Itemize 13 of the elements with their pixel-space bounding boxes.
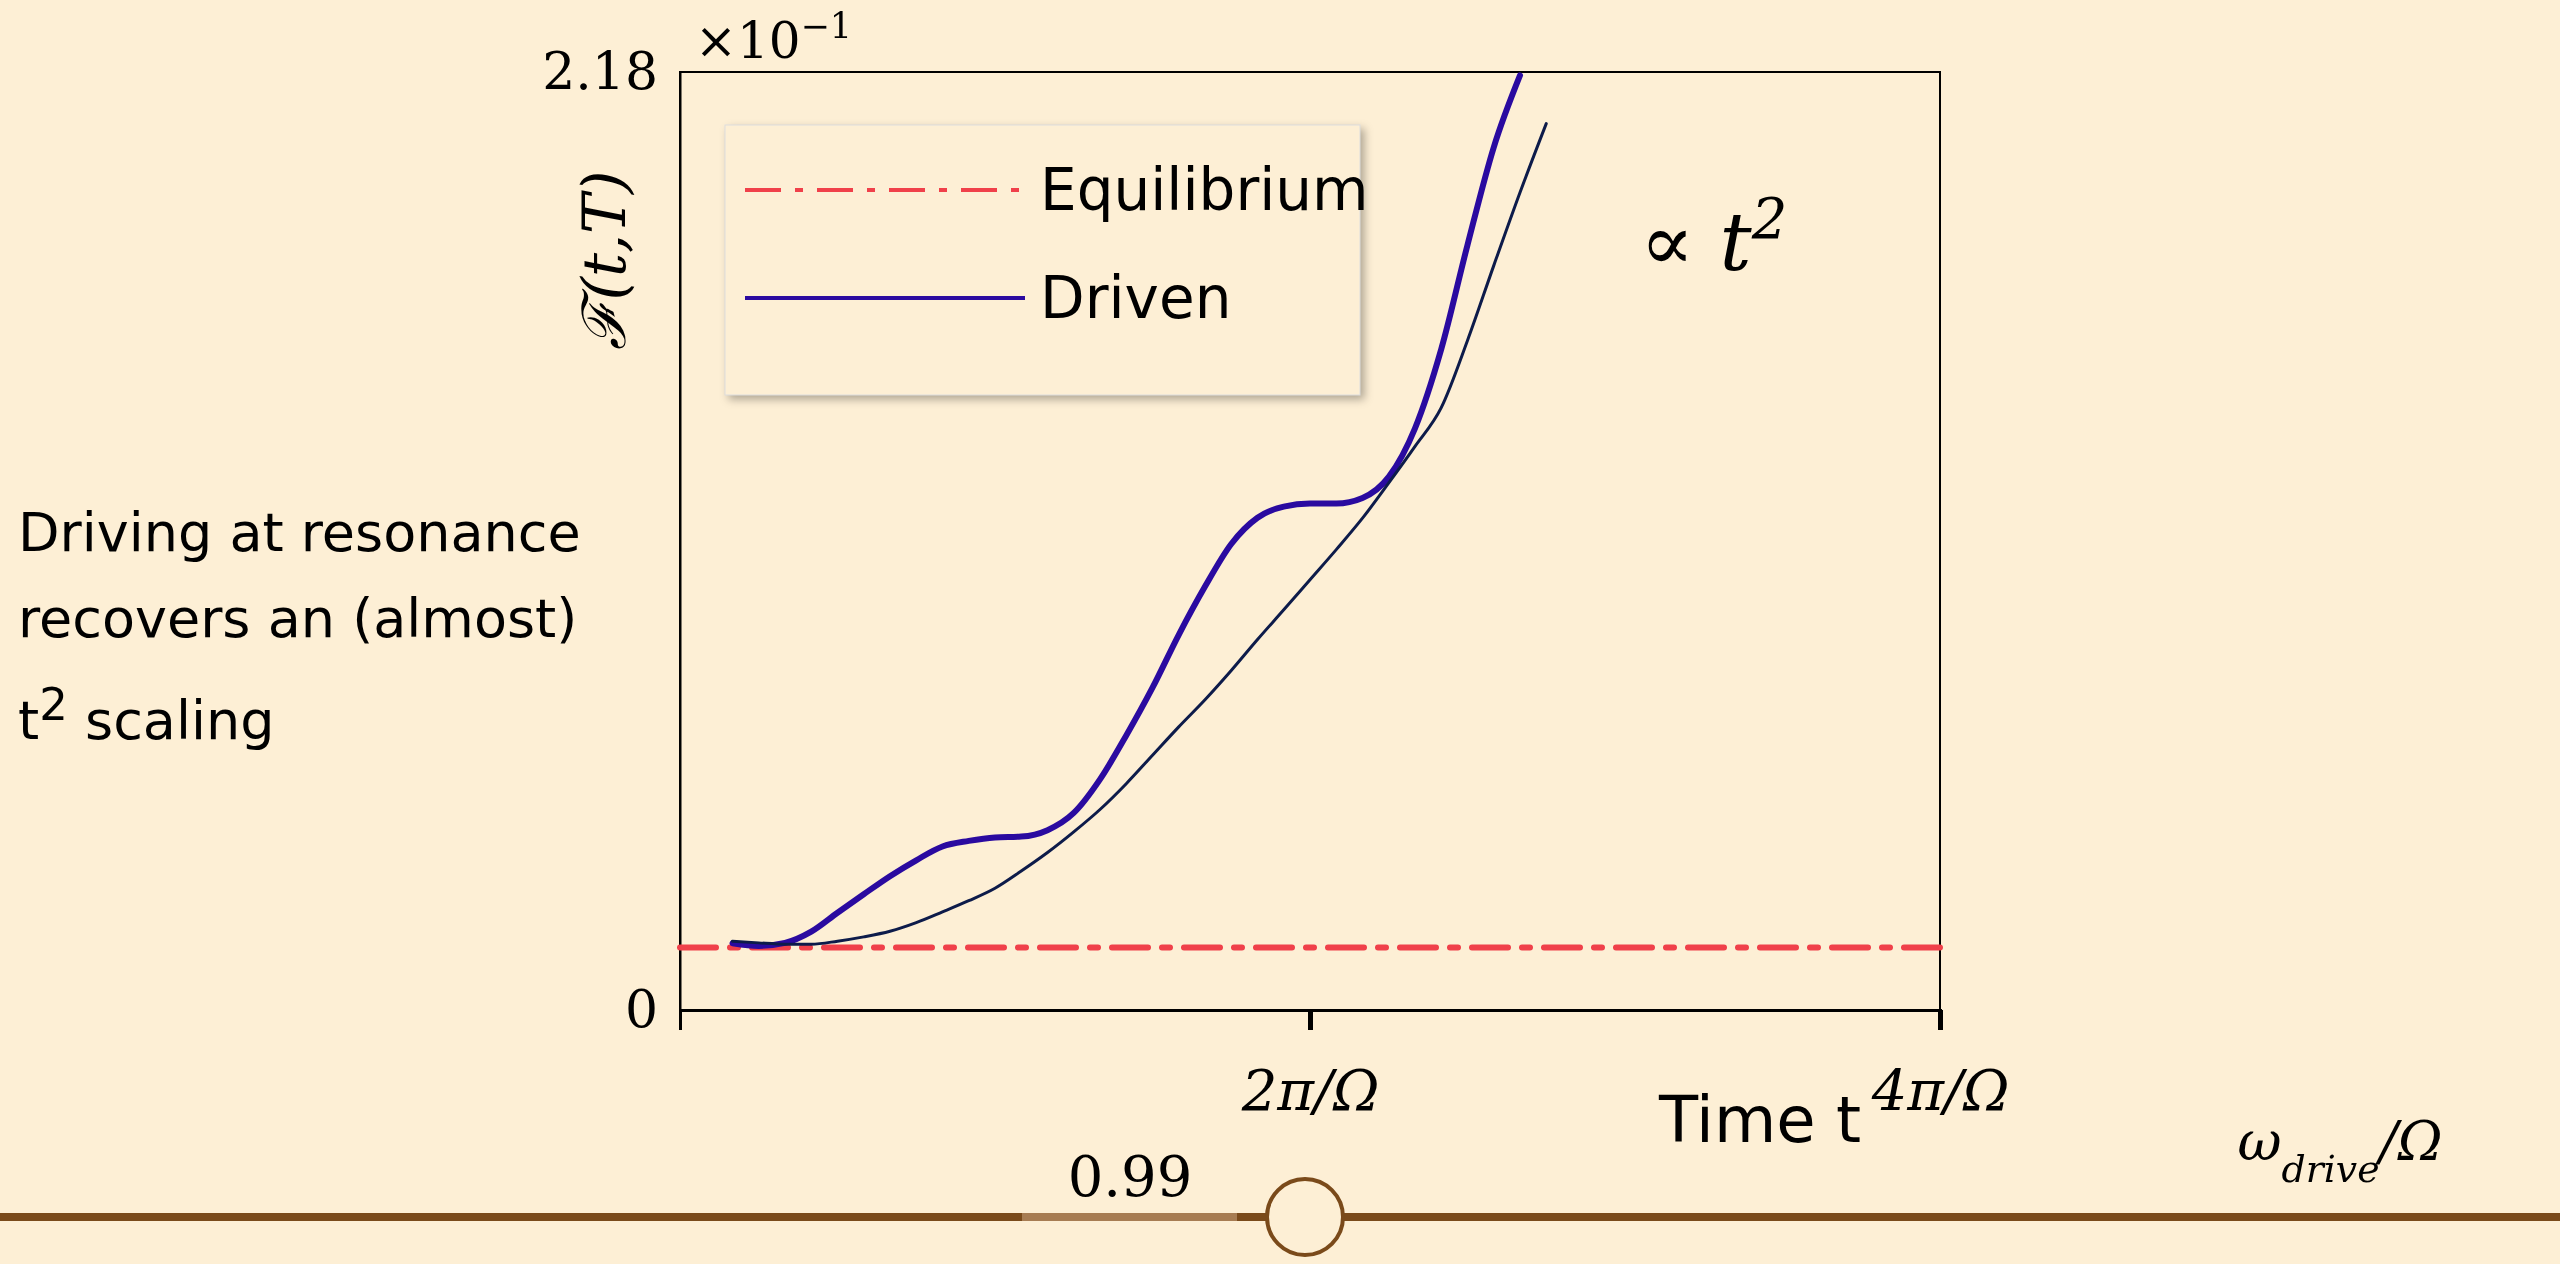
- annotation: ∝ t$^{2}$: [1640, 185, 1788, 289]
- text: 0.99: [1067, 1144, 1193, 1209]
- text: ×10$^{−1}$: [695, 6, 853, 70]
- text: Driving at resonance recovers an (almost) t$^{2}$ scaling: [18, 500, 582, 754]
- y-axis-title: ℱ(t,T): [569, 170, 639, 350]
- y-tick-label: 0: [624, 979, 658, 1040]
- legend-label: Driven: [1040, 264, 1232, 332]
- y-tick-label: 2.18: [542, 41, 658, 102]
- x-axis-title: Time t: [1657, 1083, 1862, 1157]
- x-tick-label: 4π/Ω: [1870, 1057, 2010, 1123]
- x-tick-label: 2π/Ω: [1240, 1057, 1380, 1123]
- text: ω$_{drive}$/Ω: [2237, 1110, 2443, 1191]
- legend-label: Equilibrium: [1040, 156, 1369, 224]
